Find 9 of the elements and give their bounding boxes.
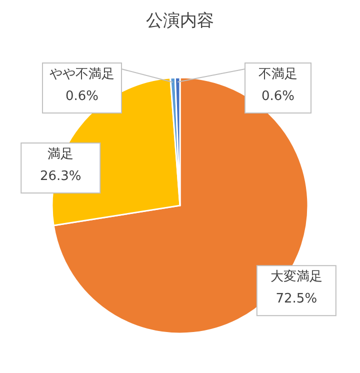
data-label: 26.3% bbox=[40, 168, 82, 184]
slice-label: 満足 bbox=[48, 146, 74, 162]
data-label: 0.6% bbox=[65, 89, 99, 104]
slice-label: やや不満足 bbox=[50, 67, 114, 82]
data-label: 72.5% bbox=[276, 292, 318, 307]
slice-label: 大変満足 bbox=[270, 268, 322, 285]
slice-label: 不満足 bbox=[258, 67, 298, 82]
data-label: 0.6% bbox=[261, 89, 295, 104]
chart-title: 公演内容 bbox=[146, 11, 214, 31]
